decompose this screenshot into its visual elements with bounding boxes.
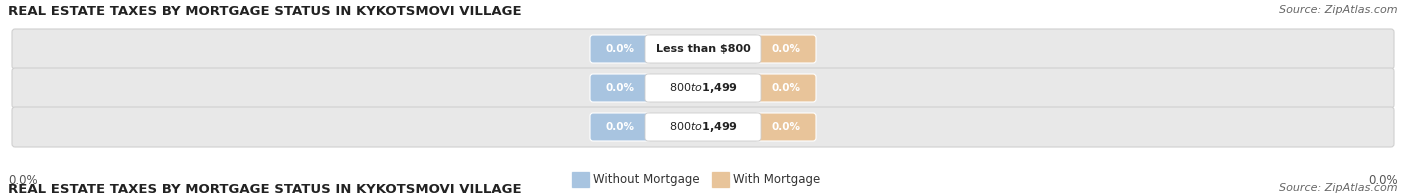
Text: REAL ESTATE TAXES BY MORTGAGE STATUS IN KYKOTSMOVI VILLAGE: REAL ESTATE TAXES BY MORTGAGE STATUS IN … — [8, 183, 522, 195]
Text: 0.0%: 0.0% — [606, 44, 636, 54]
FancyBboxPatch shape — [645, 74, 761, 102]
FancyBboxPatch shape — [591, 74, 651, 102]
FancyBboxPatch shape — [13, 29, 1393, 69]
FancyBboxPatch shape — [13, 68, 1393, 108]
FancyBboxPatch shape — [591, 35, 651, 63]
FancyBboxPatch shape — [645, 35, 761, 63]
Text: With Mortgage: With Mortgage — [733, 174, 820, 186]
Text: 0.0%: 0.0% — [770, 122, 800, 132]
Text: 0.0%: 0.0% — [8, 174, 38, 186]
Text: REAL ESTATE TAXES BY MORTGAGE STATUS IN KYKOTSMOVI VILLAGE: REAL ESTATE TAXES BY MORTGAGE STATUS IN … — [8, 5, 522, 18]
FancyBboxPatch shape — [755, 74, 815, 102]
FancyBboxPatch shape — [645, 113, 761, 141]
Text: 0.0%: 0.0% — [770, 44, 800, 54]
FancyBboxPatch shape — [13, 107, 1393, 147]
Text: 0.0%: 0.0% — [770, 83, 800, 93]
FancyBboxPatch shape — [711, 171, 731, 189]
Text: Source: ZipAtlas.com: Source: ZipAtlas.com — [1279, 183, 1398, 193]
Text: $800 to $1,499: $800 to $1,499 — [668, 120, 738, 134]
FancyBboxPatch shape — [755, 35, 815, 63]
Text: Less than $800: Less than $800 — [655, 44, 751, 54]
Text: 0.0%: 0.0% — [606, 122, 636, 132]
FancyBboxPatch shape — [591, 113, 651, 141]
Text: 0.0%: 0.0% — [1368, 174, 1398, 186]
Text: Without Mortgage: Without Mortgage — [593, 174, 700, 186]
Text: $800 to $1,499: $800 to $1,499 — [668, 81, 738, 95]
FancyBboxPatch shape — [755, 113, 815, 141]
FancyBboxPatch shape — [571, 171, 591, 189]
Text: 0.0%: 0.0% — [606, 83, 636, 93]
Text: Source: ZipAtlas.com: Source: ZipAtlas.com — [1279, 5, 1398, 15]
